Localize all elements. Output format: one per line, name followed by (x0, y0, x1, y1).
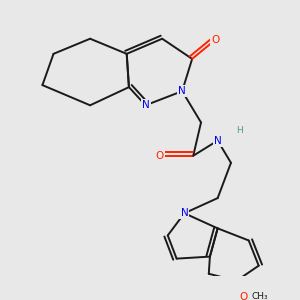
Text: O: O (156, 151, 164, 161)
Text: CH₃: CH₃ (251, 292, 268, 300)
Text: N: N (181, 208, 188, 218)
Text: N: N (178, 86, 186, 96)
Text: N: N (214, 136, 221, 146)
Text: H: H (236, 126, 243, 135)
Text: N: N (142, 100, 149, 110)
Text: O: O (239, 292, 247, 300)
Text: O: O (211, 35, 220, 45)
